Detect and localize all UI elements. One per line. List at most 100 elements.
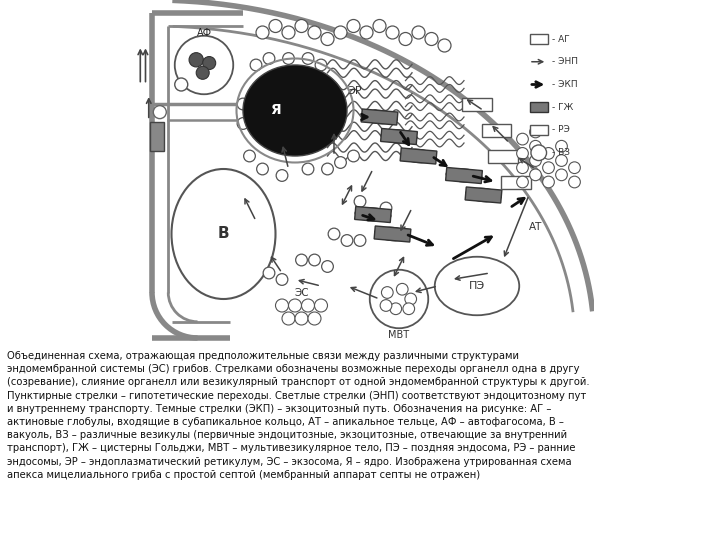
Circle shape — [335, 157, 346, 168]
Bar — [501, 176, 531, 188]
Text: Объединенная схема, отражающая предположительные связи между различными структур: Объединенная схема, отражающая предполож… — [7, 351, 590, 480]
Circle shape — [412, 26, 425, 39]
Circle shape — [403, 303, 415, 315]
Bar — [361, 109, 398, 125]
Circle shape — [347, 19, 360, 32]
Circle shape — [263, 267, 275, 279]
Circle shape — [382, 287, 393, 298]
Circle shape — [348, 150, 359, 162]
Circle shape — [517, 176, 528, 188]
Circle shape — [302, 163, 314, 175]
Bar — [530, 125, 548, 135]
Circle shape — [196, 66, 210, 79]
Circle shape — [354, 195, 366, 207]
Bar — [530, 102, 548, 112]
Circle shape — [517, 133, 528, 145]
Circle shape — [390, 303, 402, 315]
Circle shape — [295, 19, 308, 32]
Circle shape — [373, 19, 386, 32]
Circle shape — [276, 170, 288, 181]
Circle shape — [302, 52, 314, 64]
Circle shape — [175, 36, 233, 94]
Circle shape — [569, 176, 580, 188]
Ellipse shape — [374, 227, 410, 241]
Circle shape — [189, 53, 203, 67]
Circle shape — [569, 162, 580, 173]
Ellipse shape — [381, 130, 417, 143]
Bar — [374, 226, 411, 242]
Circle shape — [530, 140, 541, 152]
Circle shape — [556, 169, 567, 181]
Circle shape — [531, 145, 546, 160]
Circle shape — [321, 32, 334, 45]
Circle shape — [283, 52, 294, 64]
Circle shape — [517, 162, 528, 173]
Circle shape — [370, 270, 428, 328]
Circle shape — [308, 312, 321, 325]
Bar — [462, 98, 492, 111]
Circle shape — [289, 299, 302, 312]
Circle shape — [243, 150, 256, 162]
Circle shape — [250, 59, 262, 71]
Circle shape — [322, 163, 333, 175]
Text: АФ: АФ — [197, 28, 212, 37]
Text: - АГ: - АГ — [552, 35, 570, 44]
Text: - ВЗ: - ВЗ — [552, 148, 570, 157]
Circle shape — [269, 19, 282, 32]
Circle shape — [543, 162, 554, 173]
Bar — [530, 34, 548, 44]
Text: - РЭ: - РЭ — [552, 125, 570, 134]
Circle shape — [425, 32, 438, 45]
Text: ЭС: ЭС — [294, 287, 309, 298]
Circle shape — [302, 299, 315, 312]
Circle shape — [296, 254, 307, 266]
Circle shape — [354, 235, 366, 246]
Ellipse shape — [361, 110, 397, 124]
Bar — [150, 122, 164, 151]
Circle shape — [334, 26, 347, 39]
Circle shape — [397, 284, 408, 295]
Ellipse shape — [435, 256, 519, 315]
Circle shape — [282, 26, 295, 39]
Circle shape — [530, 126, 541, 138]
Bar — [446, 167, 482, 184]
Circle shape — [517, 147, 528, 159]
Bar — [482, 124, 511, 137]
Ellipse shape — [466, 188, 501, 201]
Ellipse shape — [355, 208, 391, 221]
Circle shape — [308, 26, 321, 39]
Circle shape — [556, 140, 567, 152]
Bar — [400, 148, 437, 164]
Circle shape — [399, 32, 412, 45]
Circle shape — [530, 169, 541, 181]
Circle shape — [256, 163, 269, 175]
Circle shape — [237, 98, 249, 110]
Text: ЭР: ЭР — [347, 86, 361, 96]
Circle shape — [360, 26, 373, 39]
Circle shape — [367, 208, 379, 220]
Ellipse shape — [171, 169, 276, 299]
Circle shape — [315, 299, 328, 312]
Ellipse shape — [401, 150, 436, 163]
Circle shape — [328, 228, 340, 240]
Ellipse shape — [243, 65, 347, 156]
Circle shape — [295, 312, 308, 325]
Circle shape — [237, 118, 249, 130]
Circle shape — [322, 261, 333, 272]
Circle shape — [438, 39, 451, 52]
Text: Я: Я — [270, 104, 281, 118]
Circle shape — [556, 154, 567, 166]
Circle shape — [175, 78, 188, 91]
Circle shape — [276, 274, 288, 285]
Text: В: В — [217, 226, 229, 241]
Circle shape — [256, 26, 269, 39]
Circle shape — [543, 176, 554, 188]
Text: АТ: АТ — [528, 222, 542, 233]
Bar — [355, 206, 392, 222]
Bar — [381, 129, 418, 145]
Circle shape — [341, 235, 353, 246]
Circle shape — [153, 106, 166, 119]
Text: - ЭНП: - ЭНП — [552, 57, 577, 66]
Circle shape — [315, 59, 327, 71]
Circle shape — [276, 299, 289, 312]
